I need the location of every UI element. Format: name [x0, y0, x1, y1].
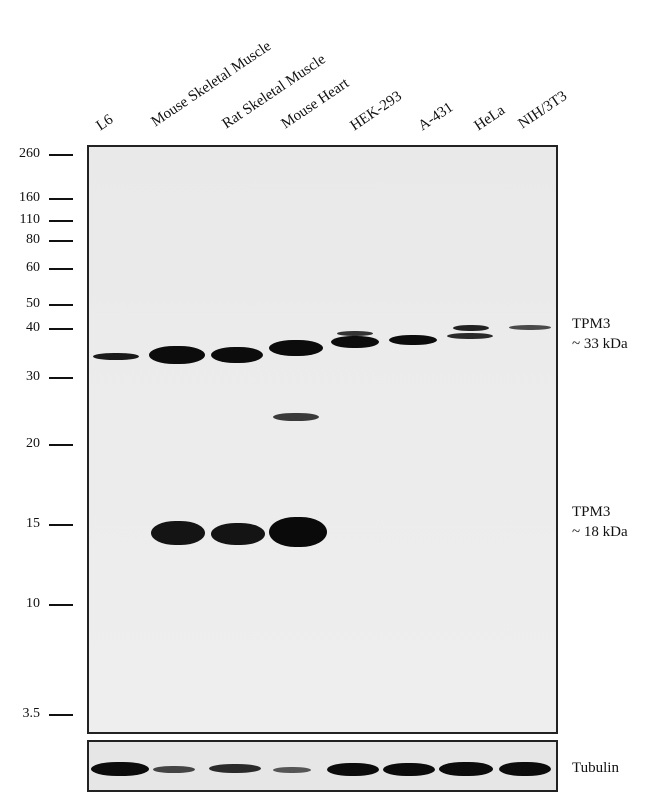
band-mouse-heart-18kda	[269, 517, 327, 547]
tubulin-loading-control-panel	[87, 740, 558, 792]
marker-tick-110	[49, 220, 73, 222]
tubulin-band-a-431	[383, 763, 435, 776]
band-mouse-skeletal-muscle-18kda	[151, 521, 205, 545]
marker-tick-30	[49, 377, 73, 379]
lane-label-a-431: A-431	[415, 99, 457, 135]
band-rat-skeletal-muscle-18kda	[211, 523, 265, 545]
lane-label-nih-3t3: NIH/3T3	[515, 88, 571, 133]
marker-tick-20	[49, 444, 73, 446]
band-hek-293-33kda-upper	[337, 331, 373, 336]
lane-label-mouse-skeletal-muscle: Mouse Skeletal Muscle	[148, 38, 275, 131]
lane-label-hela: HeLa	[471, 102, 509, 135]
marker-tick-3-5	[49, 714, 73, 716]
band-nih-3t3-33kda	[509, 325, 551, 330]
annotation-tubulin: Tubulin	[572, 760, 619, 776]
annotation-tpm3-33kda: TPM3 ~ 33 kDa	[572, 314, 628, 354]
marker-label-3-5: 3.5	[22, 706, 41, 721]
marker-label-110: 110	[19, 212, 40, 227]
marker-label-60: 60	[26, 260, 40, 275]
marker-tick-15	[49, 524, 73, 526]
marker-label-50: 50	[26, 296, 40, 311]
marker-tick-40	[49, 328, 73, 330]
tubulin-band-hela	[439, 762, 493, 776]
band-rat-skeletal-muscle-33kda	[211, 347, 263, 363]
tubulin-band-rat-skeletal-muscle	[209, 764, 261, 773]
marker-label-10: 10	[26, 596, 40, 611]
tubulin-band-mouse-skeletal-muscle	[153, 766, 195, 773]
marker-label-15: 15	[26, 516, 40, 531]
marker-label-30: 30	[26, 369, 40, 384]
marker-label-40: 40	[26, 320, 40, 335]
annotation-tpm3-33kda-line1: TPM3	[572, 316, 611, 332]
band-mouse-skeletal-muscle-33kda	[149, 346, 205, 364]
annotation-tpm3-33kda-line2: ~ 33 kDa	[572, 336, 628, 352]
lane-label-l6: L6	[93, 111, 117, 135]
tubulin-band-mouse-heart	[273, 767, 311, 773]
tubulin-band-hek-293	[327, 763, 379, 776]
band-mouse-heart-24kda	[273, 413, 319, 421]
annotation-tpm3-18kda-line2: ~ 18 kDa	[572, 524, 628, 540]
marker-tick-10	[49, 604, 73, 606]
band-hela-33kda	[447, 333, 493, 339]
band-hela-33kda-upper	[453, 325, 489, 331]
tubulin-band-nih-3t3	[499, 762, 551, 776]
band-l6-33kda	[93, 353, 139, 360]
tubulin-band-l6	[91, 762, 149, 776]
annotation-tpm3-18kda-line1: TPM3	[572, 504, 611, 520]
annotation-tpm3-18kda: TPM3 ~ 18 kDa	[572, 502, 628, 542]
marker-label-160: 160	[19, 190, 40, 205]
marker-tick-80	[49, 240, 73, 242]
marker-label-80: 80	[26, 232, 40, 247]
marker-tick-160	[49, 198, 73, 200]
band-a-431-33kda	[389, 335, 437, 345]
marker-tick-50	[49, 304, 73, 306]
band-mouse-heart-33kda	[269, 340, 323, 356]
marker-label-260: 260	[19, 146, 40, 161]
marker-label-20: 20	[26, 436, 40, 451]
marker-tick-60	[49, 268, 73, 270]
lane-label-hek-293: HEK-293	[347, 88, 405, 135]
western-blot-panel	[87, 145, 558, 734]
marker-tick-260	[49, 154, 73, 156]
band-hek-293-33kda	[331, 336, 379, 348]
